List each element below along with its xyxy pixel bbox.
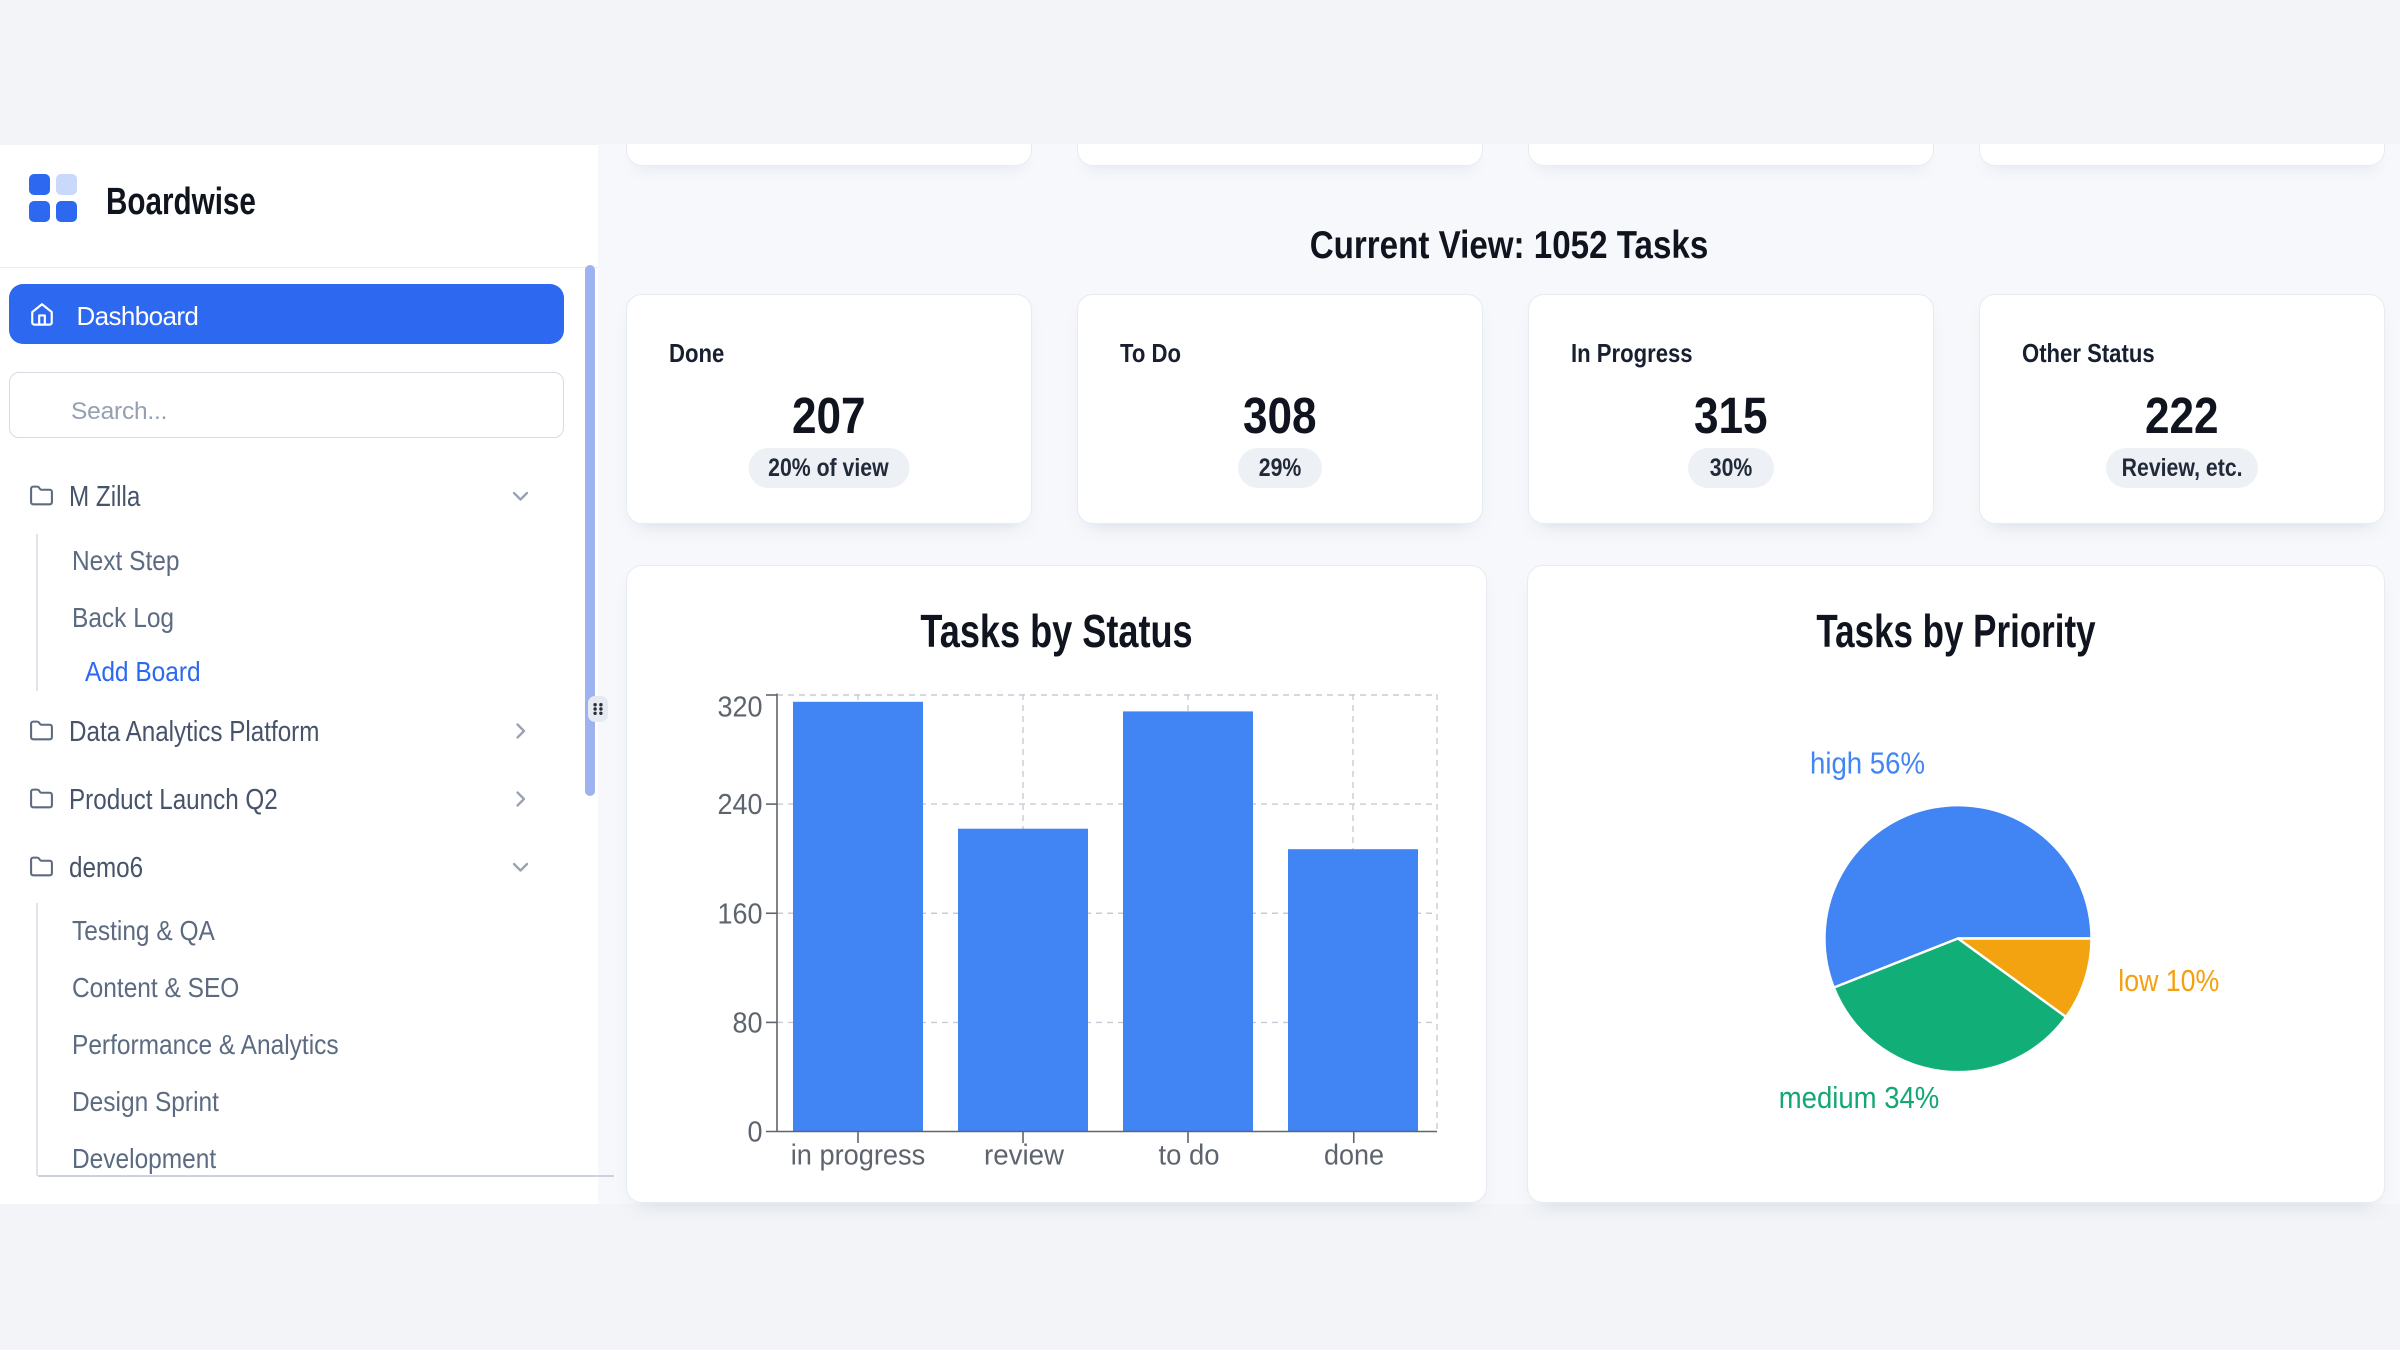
svg-text:review: review xyxy=(984,1140,1065,1172)
svg-text:medium 34%: medium 34% xyxy=(1779,1080,1940,1115)
svg-text:0: 0 xyxy=(748,1117,763,1149)
svg-text:160: 160 xyxy=(718,898,763,930)
svg-text:320: 320 xyxy=(718,692,763,724)
svg-text:high 56%: high 56% xyxy=(1810,746,1925,781)
svg-text:240: 240 xyxy=(718,789,763,821)
svg-text:done: done xyxy=(1324,1140,1384,1172)
svg-text:low 10%: low 10% xyxy=(2118,963,2219,998)
svg-text:80: 80 xyxy=(733,1007,763,1039)
svg-text:in progress: in progress xyxy=(791,1140,926,1172)
svg-text:to do: to do xyxy=(1159,1140,1220,1172)
